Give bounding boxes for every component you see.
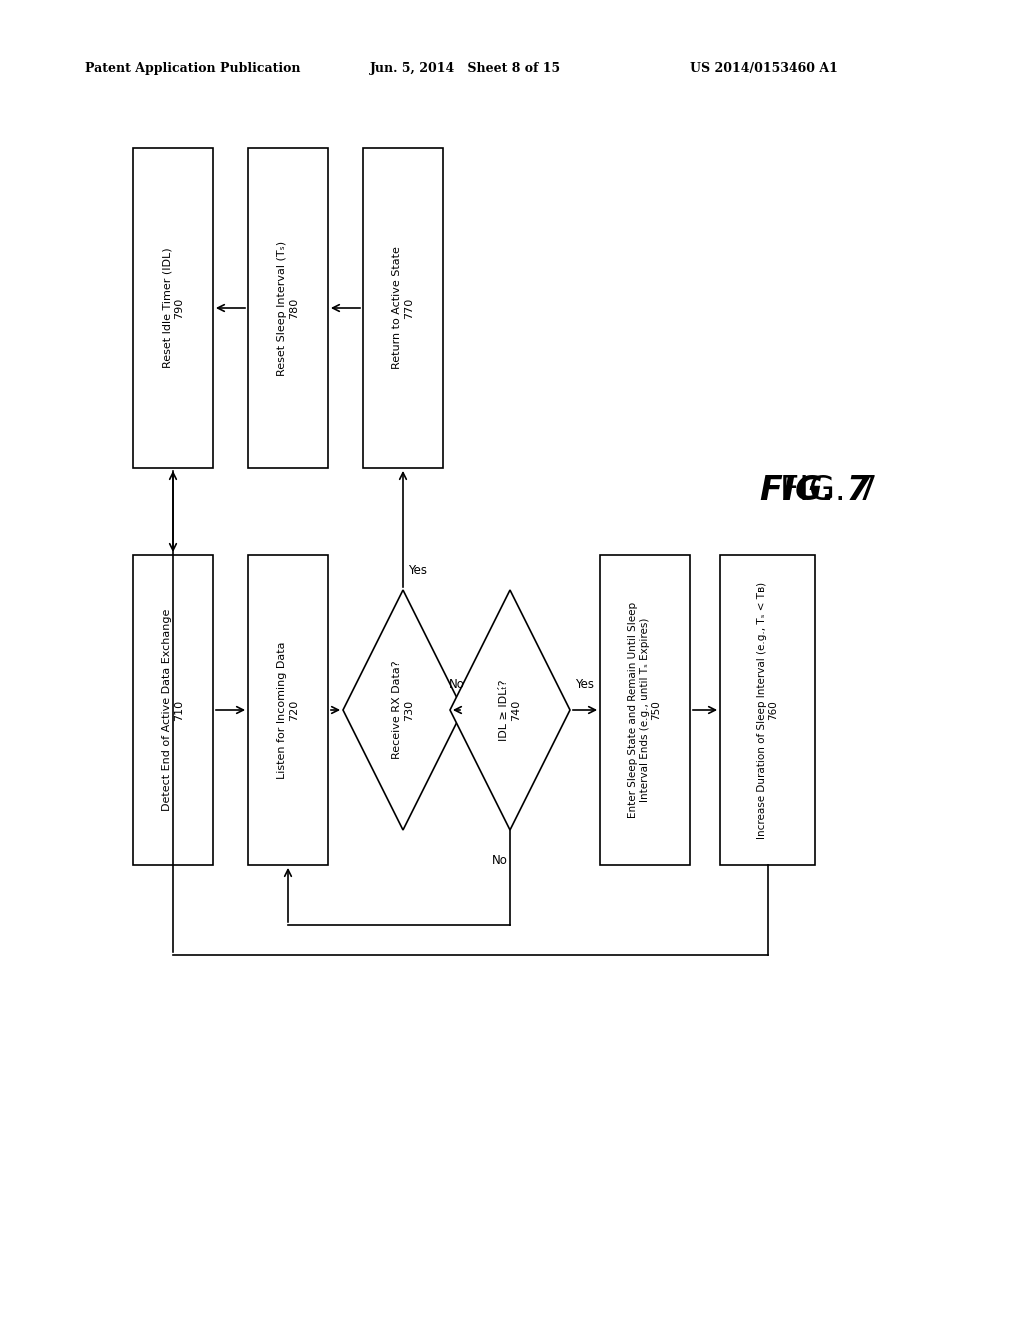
Bar	[133, 148, 213, 469]
Polygon shape	[343, 590, 463, 830]
Text: Enter Sleep State and Remain Until Sleep
Interval Ends (e.g., until Tₛ Expires)
: Enter Sleep State and Remain Until Sleep…	[629, 602, 662, 818]
Text: Detect End of Active Data Exchange
710: Detect End of Active Data Exchange 710	[162, 609, 183, 812]
Text: Patent Application Publication: Patent Application Publication	[85, 62, 300, 75]
Text: No: No	[493, 854, 508, 866]
Text: Increase Duration of Sleep Interval (e.g., Tₛ < Tʙ)
760: Increase Duration of Sleep Interval (e.g…	[757, 581, 778, 838]
Text: IDL ≥ IDLₜ́?
740: IDL ≥ IDLₜ́? 740	[500, 680, 521, 741]
Text: Jun. 5, 2014   Sheet 8 of 15: Jun. 5, 2014 Sheet 8 of 15	[370, 62, 561, 75]
Text: FIG. 7: FIG. 7	[780, 474, 878, 507]
Text: Listen for Incoming Data
720: Listen for Incoming Data 720	[278, 642, 299, 779]
Text: Reset Idle Timer (IDL)
790: Reset Idle Timer (IDL) 790	[162, 248, 183, 368]
Polygon shape	[450, 590, 570, 830]
Bar	[362, 148, 443, 469]
Bar	[248, 148, 328, 469]
Text: Receive RX Data?
730: Receive RX Data? 730	[392, 661, 414, 759]
Text: No: No	[449, 678, 465, 692]
Bar	[248, 554, 328, 865]
Bar	[600, 554, 690, 865]
Text: US 2014/0153460 A1: US 2014/0153460 A1	[690, 62, 838, 75]
Text: Yes: Yes	[409, 564, 427, 577]
Text: Return to Active State
770: Return to Active State 770	[392, 247, 414, 370]
Bar	[720, 554, 815, 865]
Bar	[133, 554, 213, 865]
Text: Yes: Yes	[575, 678, 595, 692]
Text: FIG. 7: FIG. 7	[760, 474, 870, 507]
Text: Reset Sleep Interval (Tₛ)
780: Reset Sleep Interval (Tₛ) 780	[278, 240, 299, 376]
